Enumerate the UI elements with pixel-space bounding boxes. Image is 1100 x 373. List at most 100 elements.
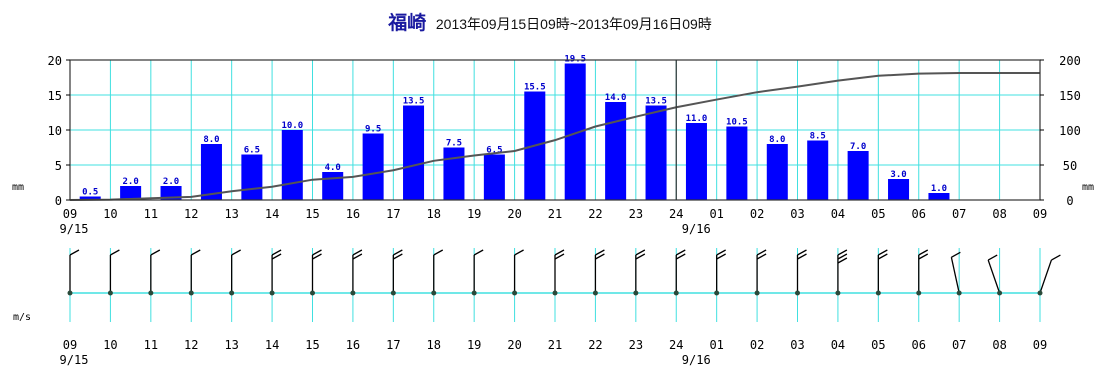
x-tick-label: 09 [63, 207, 77, 221]
x-tick-label: 09 [1033, 207, 1047, 221]
wind-barb [473, 249, 484, 256]
y-right-tick-label: 50 [1063, 159, 1077, 173]
y-left-tick-label: 0 [55, 194, 62, 208]
rain-bar [605, 102, 627, 200]
wind-point [229, 290, 235, 296]
rain-bar [403, 105, 425, 200]
wind-point [310, 290, 315, 296]
bar-label: 1.0 [931, 184, 947, 194]
x-date-label: 9/15 [60, 222, 89, 236]
y-right-unit: mm [1082, 182, 1094, 193]
title-place: 福崎 [388, 12, 427, 34]
y-left-tick-label: 15 [48, 89, 62, 103]
wind-barb [918, 253, 929, 260]
wind-x-tick-label: 20 [507, 338, 521, 352]
wind-barb [918, 249, 929, 256]
rain-bar [847, 151, 869, 200]
y-left-tick-label: 10 [48, 124, 62, 138]
y-right-tick-label: 100 [1059, 124, 1081, 138]
wind-x-tick-label: 18 [427, 338, 441, 352]
rain-bar [483, 154, 505, 200]
wind-point [1037, 290, 1043, 296]
wind-barb [514, 249, 524, 256]
rain-bar [685, 123, 707, 200]
wind-x-tick-label: 05 [871, 338, 885, 352]
x-tick-label: 22 [588, 207, 602, 221]
rain-bar [443, 147, 465, 200]
wind-point [188, 290, 194, 296]
rain-bar [888, 179, 910, 200]
x-tick-label: 17 [386, 207, 400, 221]
wind-barb [190, 249, 201, 256]
wind-x-tick-label: 21 [548, 338, 562, 352]
bar-label: 7.5 [446, 139, 462, 149]
x-tick-label: 05 [871, 207, 885, 221]
wind-barb [69, 249, 80, 256]
wind-x-tick-label: 07 [952, 338, 966, 352]
x-tick-label: 13 [224, 207, 238, 221]
wind-point [148, 290, 154, 296]
wind-x-tick-label: 23 [629, 338, 643, 352]
wind-barb [797, 253, 807, 260]
rain-bar [362, 133, 384, 200]
cumulative-line [69, 71, 1040, 201]
bar-label: 2.0 [163, 177, 179, 187]
wind-point [795, 290, 800, 296]
bar-label: 14.0 [605, 93, 627, 103]
rain-bar [726, 126, 748, 200]
wind-barb [837, 249, 848, 256]
wind-point [714, 290, 720, 296]
wind-barb [554, 249, 565, 256]
x-tick-label: 03 [790, 207, 804, 221]
wind-barb-shaft [987, 259, 1001, 294]
y-left-tick-label: 20 [48, 54, 62, 68]
bar-label: 6.5 [486, 146, 502, 156]
wind-barb [716, 253, 726, 260]
chart-title: 福崎 2013年09月15日09時~2013年09月16日09時 [0, 8, 1100, 35]
rain-bar [281, 130, 303, 200]
rain-bar [322, 172, 344, 200]
x-tick-label: 18 [427, 207, 441, 221]
wind-point [512, 290, 518, 296]
x-tick-label: 11 [144, 207, 158, 221]
wind-barb [312, 249, 322, 256]
wind-point [592, 290, 598, 296]
bar-label: 13.5 [403, 97, 425, 107]
wind-barb [393, 253, 403, 260]
bar-label: 15.5 [524, 83, 546, 93]
wind-barb [878, 249, 888, 256]
bar-label: 6.5 [244, 146, 260, 156]
x-tick-label: 07 [952, 207, 966, 221]
wind-barb [393, 249, 403, 256]
wind-x-tick-label: 14 [265, 338, 279, 352]
wind-point [835, 290, 841, 296]
wind-point [390, 290, 396, 296]
wind-x-tick-label: 13 [224, 338, 238, 352]
wind-point [956, 290, 962, 296]
rain-bar [645, 105, 667, 200]
wind-barb [271, 253, 282, 260]
wind-barb [716, 249, 726, 256]
wind-point [269, 290, 275, 296]
x-tick-label: 08 [992, 207, 1006, 221]
x-tick-label: 04 [831, 207, 845, 221]
y-right-tick-label: 0 [1066, 194, 1073, 208]
wind-barb [312, 253, 322, 260]
bar-label: 3.0 [890, 170, 906, 180]
x-tick-label: 12 [184, 207, 198, 221]
wind-x-tick-label: 01 [709, 338, 723, 352]
wind-barb [231, 249, 241, 256]
wind-point [673, 290, 679, 296]
wind-barb [951, 251, 961, 258]
wind-point [350, 290, 356, 296]
y-left-unit: mm [12, 182, 24, 193]
bar-label: 11.0 [686, 114, 708, 124]
x-tick-label: 24 [669, 207, 683, 221]
wind-barb [837, 253, 848, 260]
bar-label: 2.0 [122, 177, 138, 187]
x-tick-label: 23 [629, 207, 643, 221]
wind-barb [635, 249, 646, 256]
x-tick-label: 20 [507, 207, 521, 221]
bar-label: 4.0 [325, 163, 341, 173]
